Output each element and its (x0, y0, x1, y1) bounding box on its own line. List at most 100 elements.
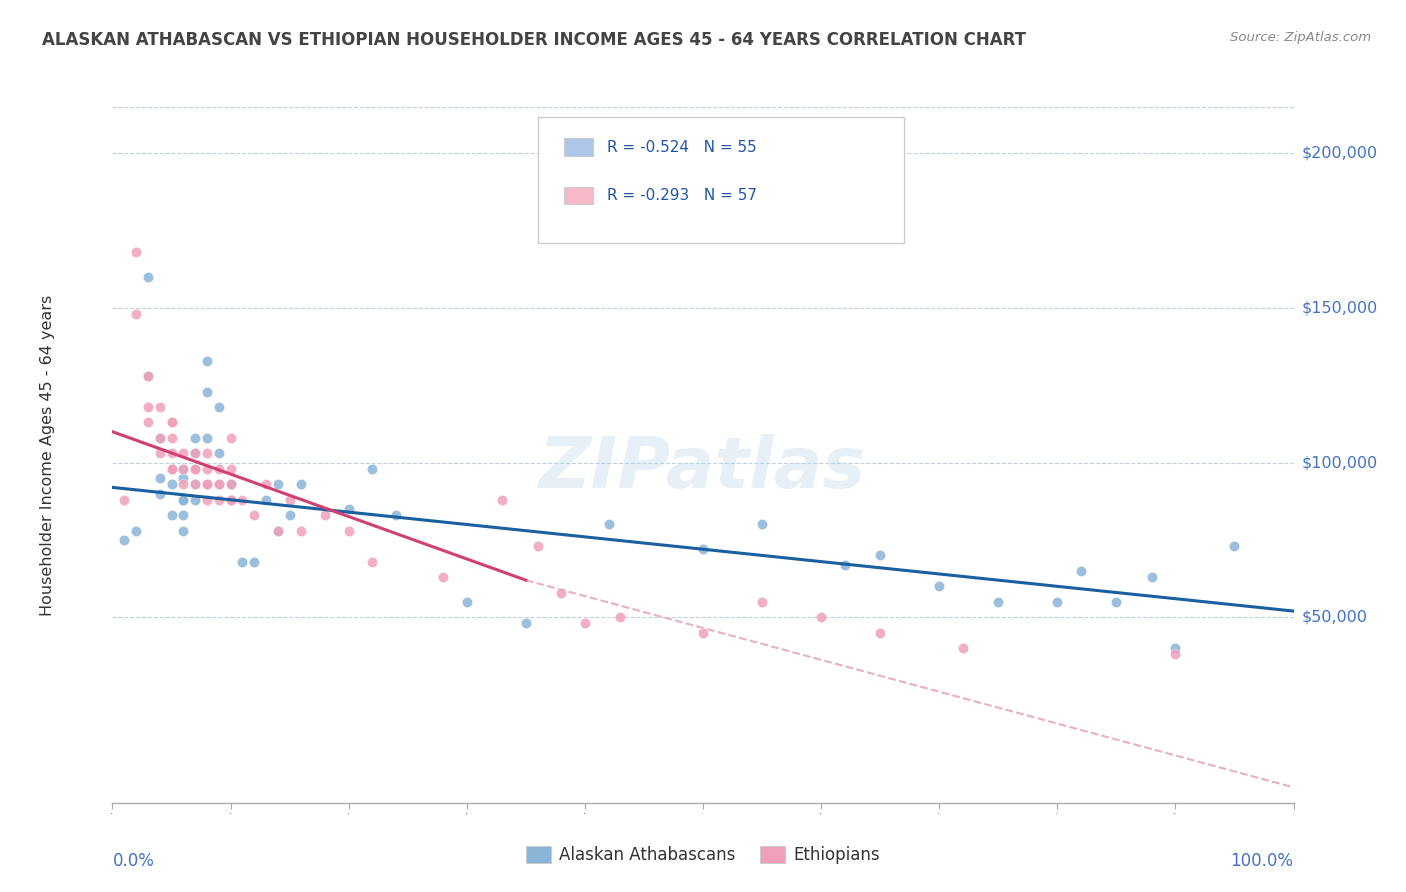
Point (125, 245, 148, 260)
Point (869, 625, 891, 640)
Point (208, 477, 231, 491)
Point (195, 462, 218, 476)
Point (751, 517, 773, 532)
Point (149, 486, 172, 500)
Point (609, 610, 631, 624)
Point (184, 446, 207, 460)
Point (219, 492, 242, 507)
Point (243, 555, 266, 569)
Point (692, 625, 714, 640)
Point (987, 595, 1010, 609)
Point (149, 471, 172, 485)
Point (432, 570, 454, 584)
Point (172, 462, 194, 476)
Point (834, 558, 856, 572)
Point (184, 462, 207, 476)
Point (928, 579, 950, 593)
Point (337, 502, 360, 516)
Legend: Alaskan Athabascans, Ethiopians: Alaskan Athabascans, Ethiopians (519, 839, 887, 871)
Point (254, 492, 277, 507)
Point (290, 477, 312, 491)
Point (160, 462, 183, 476)
Point (385, 508, 408, 523)
Text: $50,000: $50,000 (1302, 610, 1368, 624)
Point (219, 431, 242, 445)
Point (172, 471, 194, 485)
Text: ZIPatlas: ZIPatlas (540, 434, 866, 503)
FancyBboxPatch shape (564, 187, 593, 204)
Text: $100,000: $100,000 (1302, 455, 1378, 470)
Point (172, 524, 194, 538)
Point (149, 431, 172, 445)
Point (278, 492, 301, 507)
Point (184, 446, 207, 460)
FancyBboxPatch shape (564, 138, 593, 156)
Point (208, 400, 231, 414)
Point (869, 549, 891, 563)
Point (149, 446, 172, 460)
Point (136, 400, 159, 414)
Point (290, 524, 312, 538)
Point (254, 477, 277, 491)
Point (231, 492, 253, 507)
Point (195, 431, 218, 445)
Point (172, 508, 194, 523)
Point (160, 462, 183, 476)
Point (195, 446, 218, 460)
Point (184, 462, 207, 476)
Point (208, 477, 231, 491)
Point (125, 524, 148, 538)
Text: $200,000: $200,000 (1302, 146, 1378, 161)
Point (136, 416, 159, 430)
Point (1164, 648, 1187, 662)
Point (172, 492, 194, 507)
Point (160, 508, 183, 523)
Point (278, 508, 301, 523)
Point (491, 492, 513, 507)
Point (267, 524, 290, 538)
Point (195, 353, 218, 368)
Point (231, 555, 253, 569)
Point (160, 416, 183, 430)
Point (267, 524, 290, 538)
Text: $150,000: $150,000 (1302, 301, 1378, 316)
Point (136, 270, 159, 285)
Text: R = -0.524   N = 55: R = -0.524 N = 55 (607, 139, 756, 154)
Point (361, 462, 384, 476)
Point (208, 462, 231, 476)
Point (314, 508, 336, 523)
Point (243, 508, 266, 523)
Point (149, 400, 172, 414)
Point (184, 477, 207, 491)
Point (195, 477, 218, 491)
Point (1223, 539, 1246, 553)
Point (1164, 641, 1187, 656)
Point (267, 477, 290, 491)
Point (526, 539, 548, 553)
Point (219, 492, 242, 507)
Point (195, 384, 218, 399)
Point (219, 492, 242, 507)
Point (160, 462, 183, 476)
Point (952, 641, 974, 656)
Point (208, 492, 231, 507)
Point (160, 431, 183, 445)
Point (219, 477, 242, 491)
Point (160, 446, 183, 460)
Point (160, 416, 183, 430)
FancyBboxPatch shape (537, 118, 904, 243)
Point (136, 369, 159, 384)
Point (810, 610, 832, 624)
Point (219, 477, 242, 491)
Text: Source: ZipAtlas.com: Source: ZipAtlas.com (1230, 31, 1371, 45)
Text: Householder Income Ages 45 - 64 years: Householder Income Ages 45 - 64 years (39, 294, 55, 615)
Point (184, 431, 207, 445)
Point (184, 477, 207, 491)
Point (160, 477, 183, 491)
Point (692, 542, 714, 557)
Point (337, 524, 360, 538)
Point (172, 462, 194, 476)
Text: 100.0%: 100.0% (1230, 852, 1294, 870)
Point (574, 616, 596, 631)
Point (1105, 595, 1128, 609)
